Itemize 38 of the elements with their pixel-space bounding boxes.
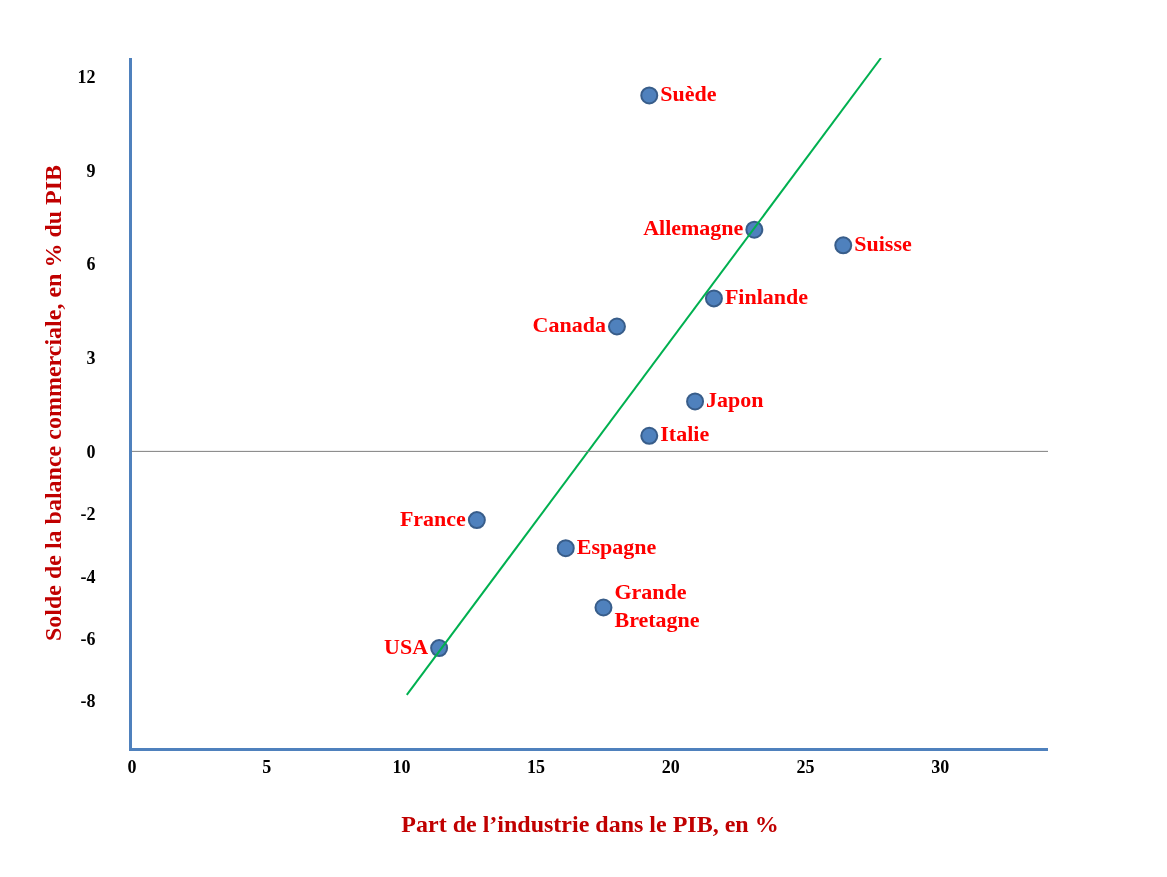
series-label: Espagne xyxy=(576,533,657,559)
x-tick-label: 25 xyxy=(796,756,815,777)
y-tick-label: -6 xyxy=(80,629,96,650)
series-label: Suisse xyxy=(854,230,912,256)
y-tick-label: 12 xyxy=(77,67,96,88)
series-label: Grande Bretagne xyxy=(614,578,700,633)
y-tick-label: -8 xyxy=(80,691,96,712)
point xyxy=(640,86,659,105)
y-tick-label: 3 xyxy=(86,348,96,369)
series-label: Finlande xyxy=(724,283,809,309)
series-label: Canada xyxy=(532,312,606,338)
x-tick-label: 10 xyxy=(392,756,411,777)
y-tick-label: 0 xyxy=(86,441,96,462)
x-tick-label: 15 xyxy=(527,756,546,777)
series-label: Italie xyxy=(660,421,710,447)
y-tick-label: -2 xyxy=(80,504,96,525)
point xyxy=(834,236,853,255)
y-tick-label: 9 xyxy=(86,160,96,181)
y-tick-label: -4 xyxy=(80,566,96,587)
point xyxy=(686,392,705,411)
x-tick-label: 0 xyxy=(127,756,137,777)
x-tick-label: 20 xyxy=(661,756,680,777)
x-tick-label: 5 xyxy=(262,756,272,777)
series-label: France xyxy=(399,505,467,531)
y-axis-title: Solde de la balance commerciale, en % du PIB xyxy=(39,164,66,642)
point xyxy=(640,426,659,445)
point xyxy=(607,317,626,336)
x-tick-label: 30 xyxy=(931,756,950,777)
point xyxy=(594,598,613,617)
series-label: USA xyxy=(384,633,429,659)
series-label: Allemagne xyxy=(643,215,744,241)
y-tick-label: 6 xyxy=(86,254,96,275)
point xyxy=(467,511,486,530)
series-label: Japon xyxy=(706,386,764,412)
series-label: Suède xyxy=(660,80,717,106)
point xyxy=(704,289,723,308)
point xyxy=(556,539,575,558)
x-axis-title: Part de l’industrie dans le PIB, en % xyxy=(401,810,779,837)
